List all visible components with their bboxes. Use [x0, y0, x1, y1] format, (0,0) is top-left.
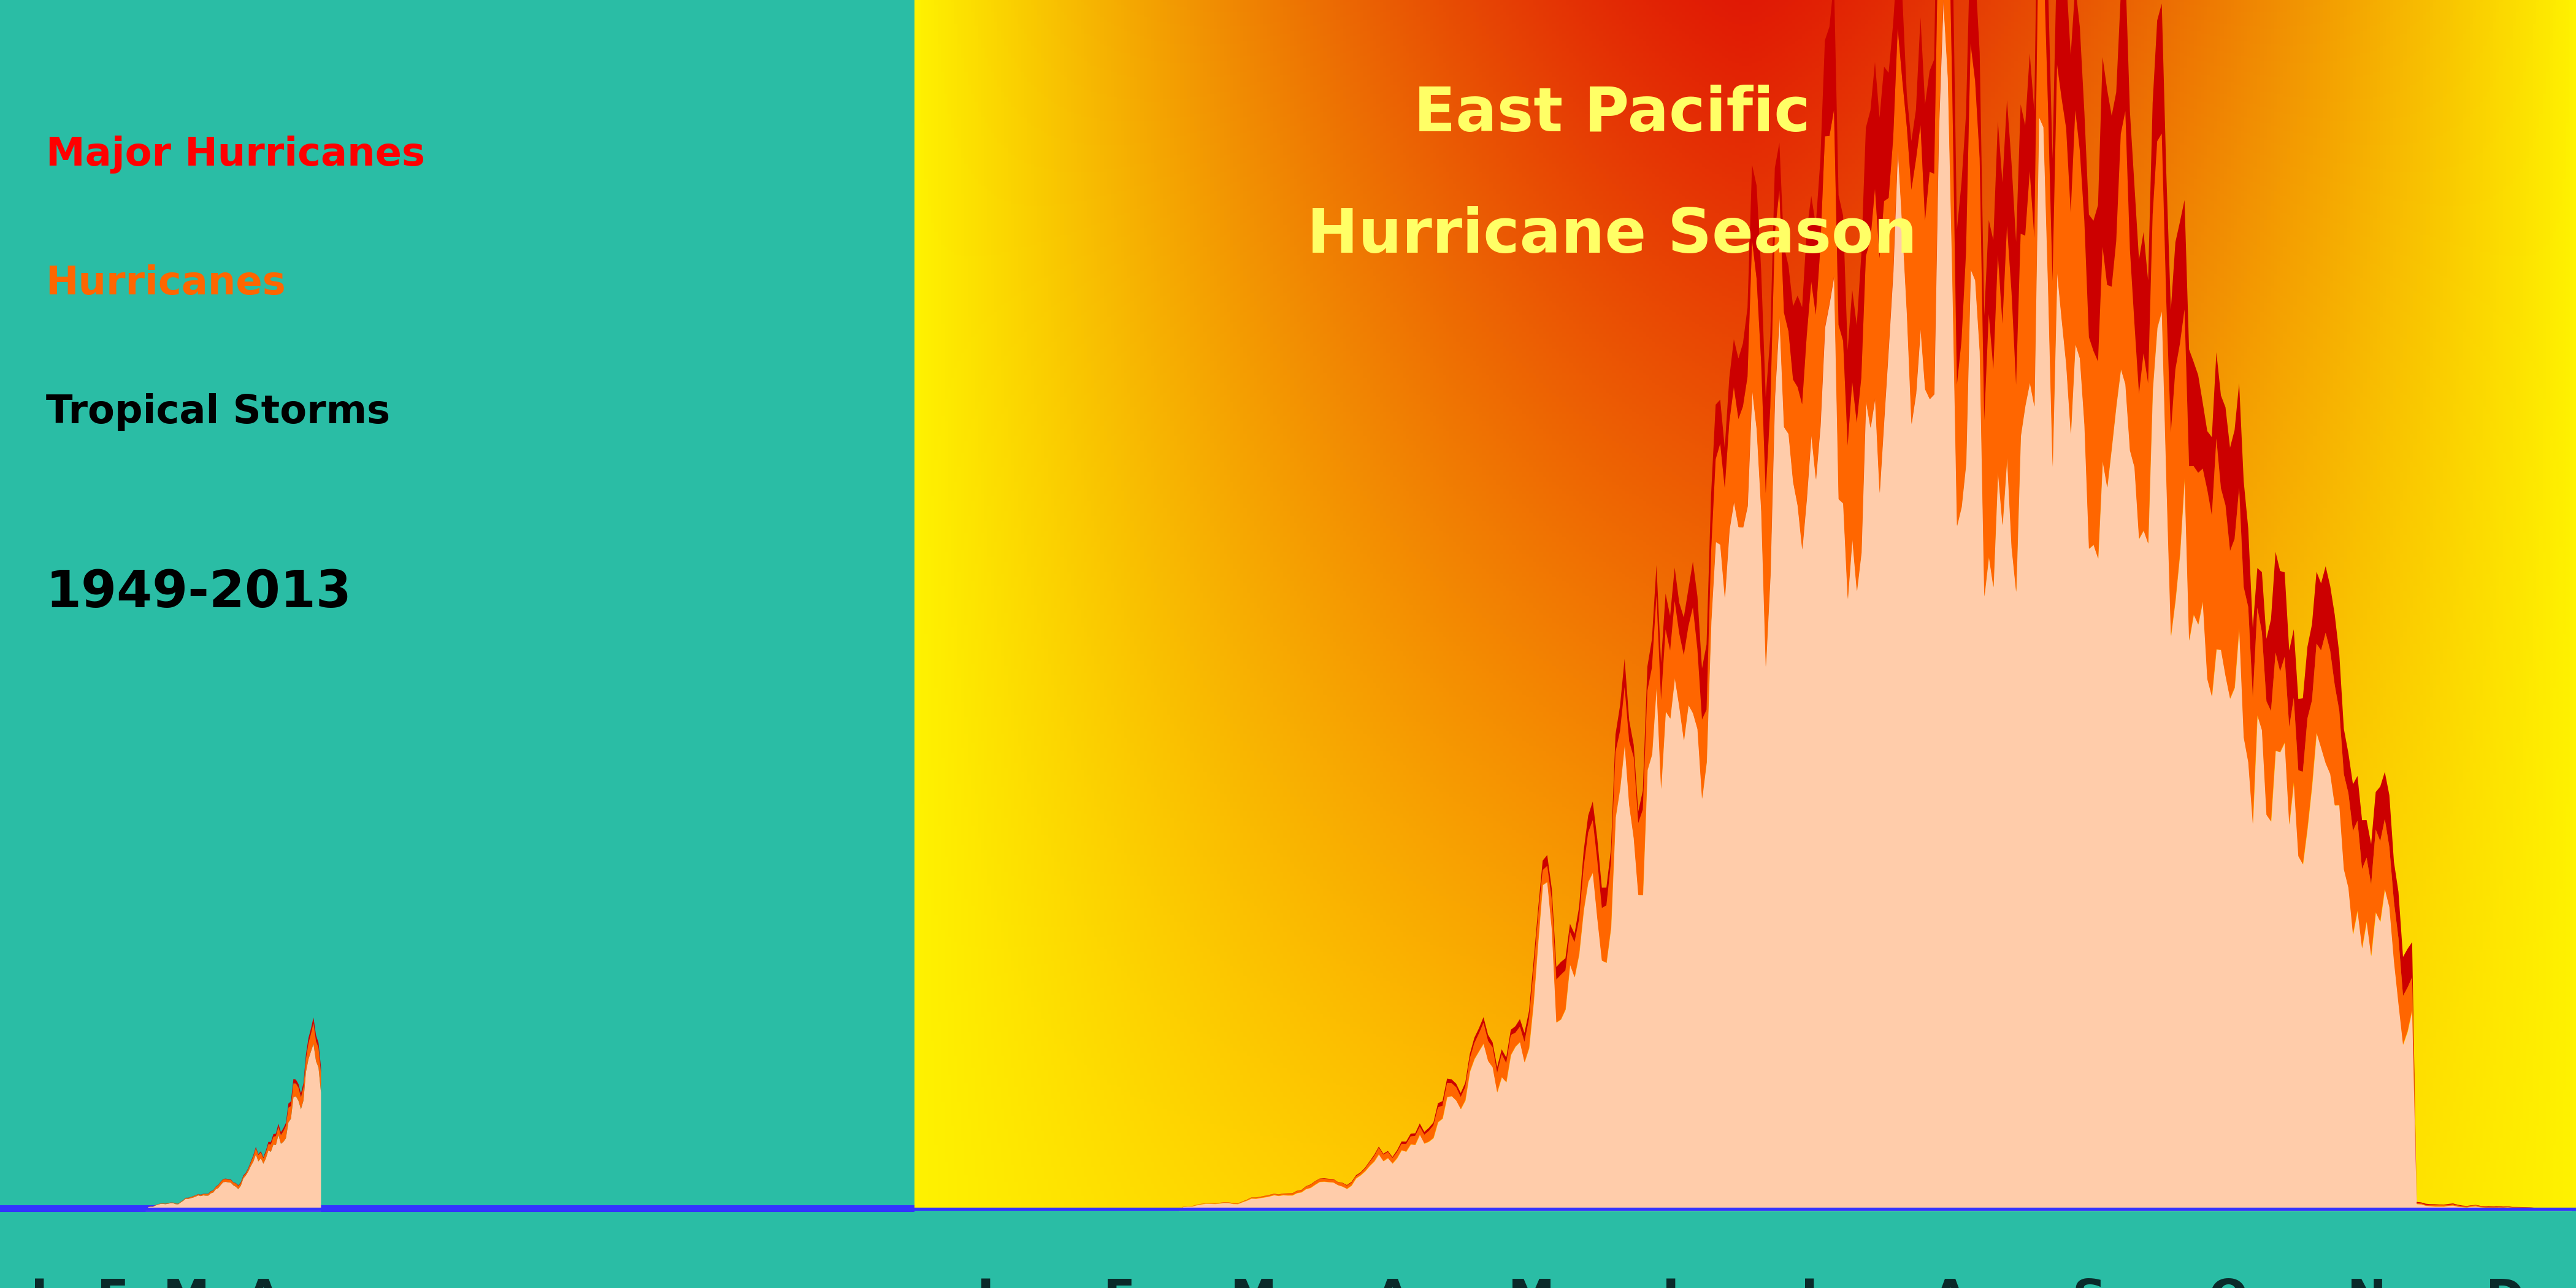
Text: S: S — [2071, 1278, 2105, 1288]
Text: Major Hurricanes: Major Hurricanes — [46, 135, 425, 174]
Text: 1949-2013: 1949-2013 — [46, 568, 353, 617]
Text: O: O — [2208, 1278, 2249, 1288]
Text: Hurricanes: Hurricanes — [46, 264, 286, 303]
Text: M: M — [1507, 1278, 1553, 1288]
Text: J: J — [976, 1278, 994, 1288]
Text: N: N — [2347, 1278, 2385, 1288]
Text: M: M — [162, 1278, 211, 1288]
Text: F: F — [1103, 1278, 1136, 1288]
Text: F: F — [98, 1278, 129, 1288]
Text: Hurricane Season: Hurricane Season — [1306, 206, 1917, 265]
Text: A: A — [245, 1278, 281, 1288]
Text: J: J — [31, 1278, 46, 1288]
Text: East Pacific: East Pacific — [1414, 85, 1811, 144]
Text: J: J — [1662, 1278, 1680, 1288]
Text: A: A — [1932, 1278, 1968, 1288]
Text: M: M — [1231, 1278, 1278, 1288]
Text: J: J — [1801, 1278, 1819, 1288]
Text: A: A — [1376, 1278, 1412, 1288]
Text: Tropical Storms: Tropical Storms — [46, 393, 389, 431]
Text: D: D — [2486, 1278, 2524, 1288]
